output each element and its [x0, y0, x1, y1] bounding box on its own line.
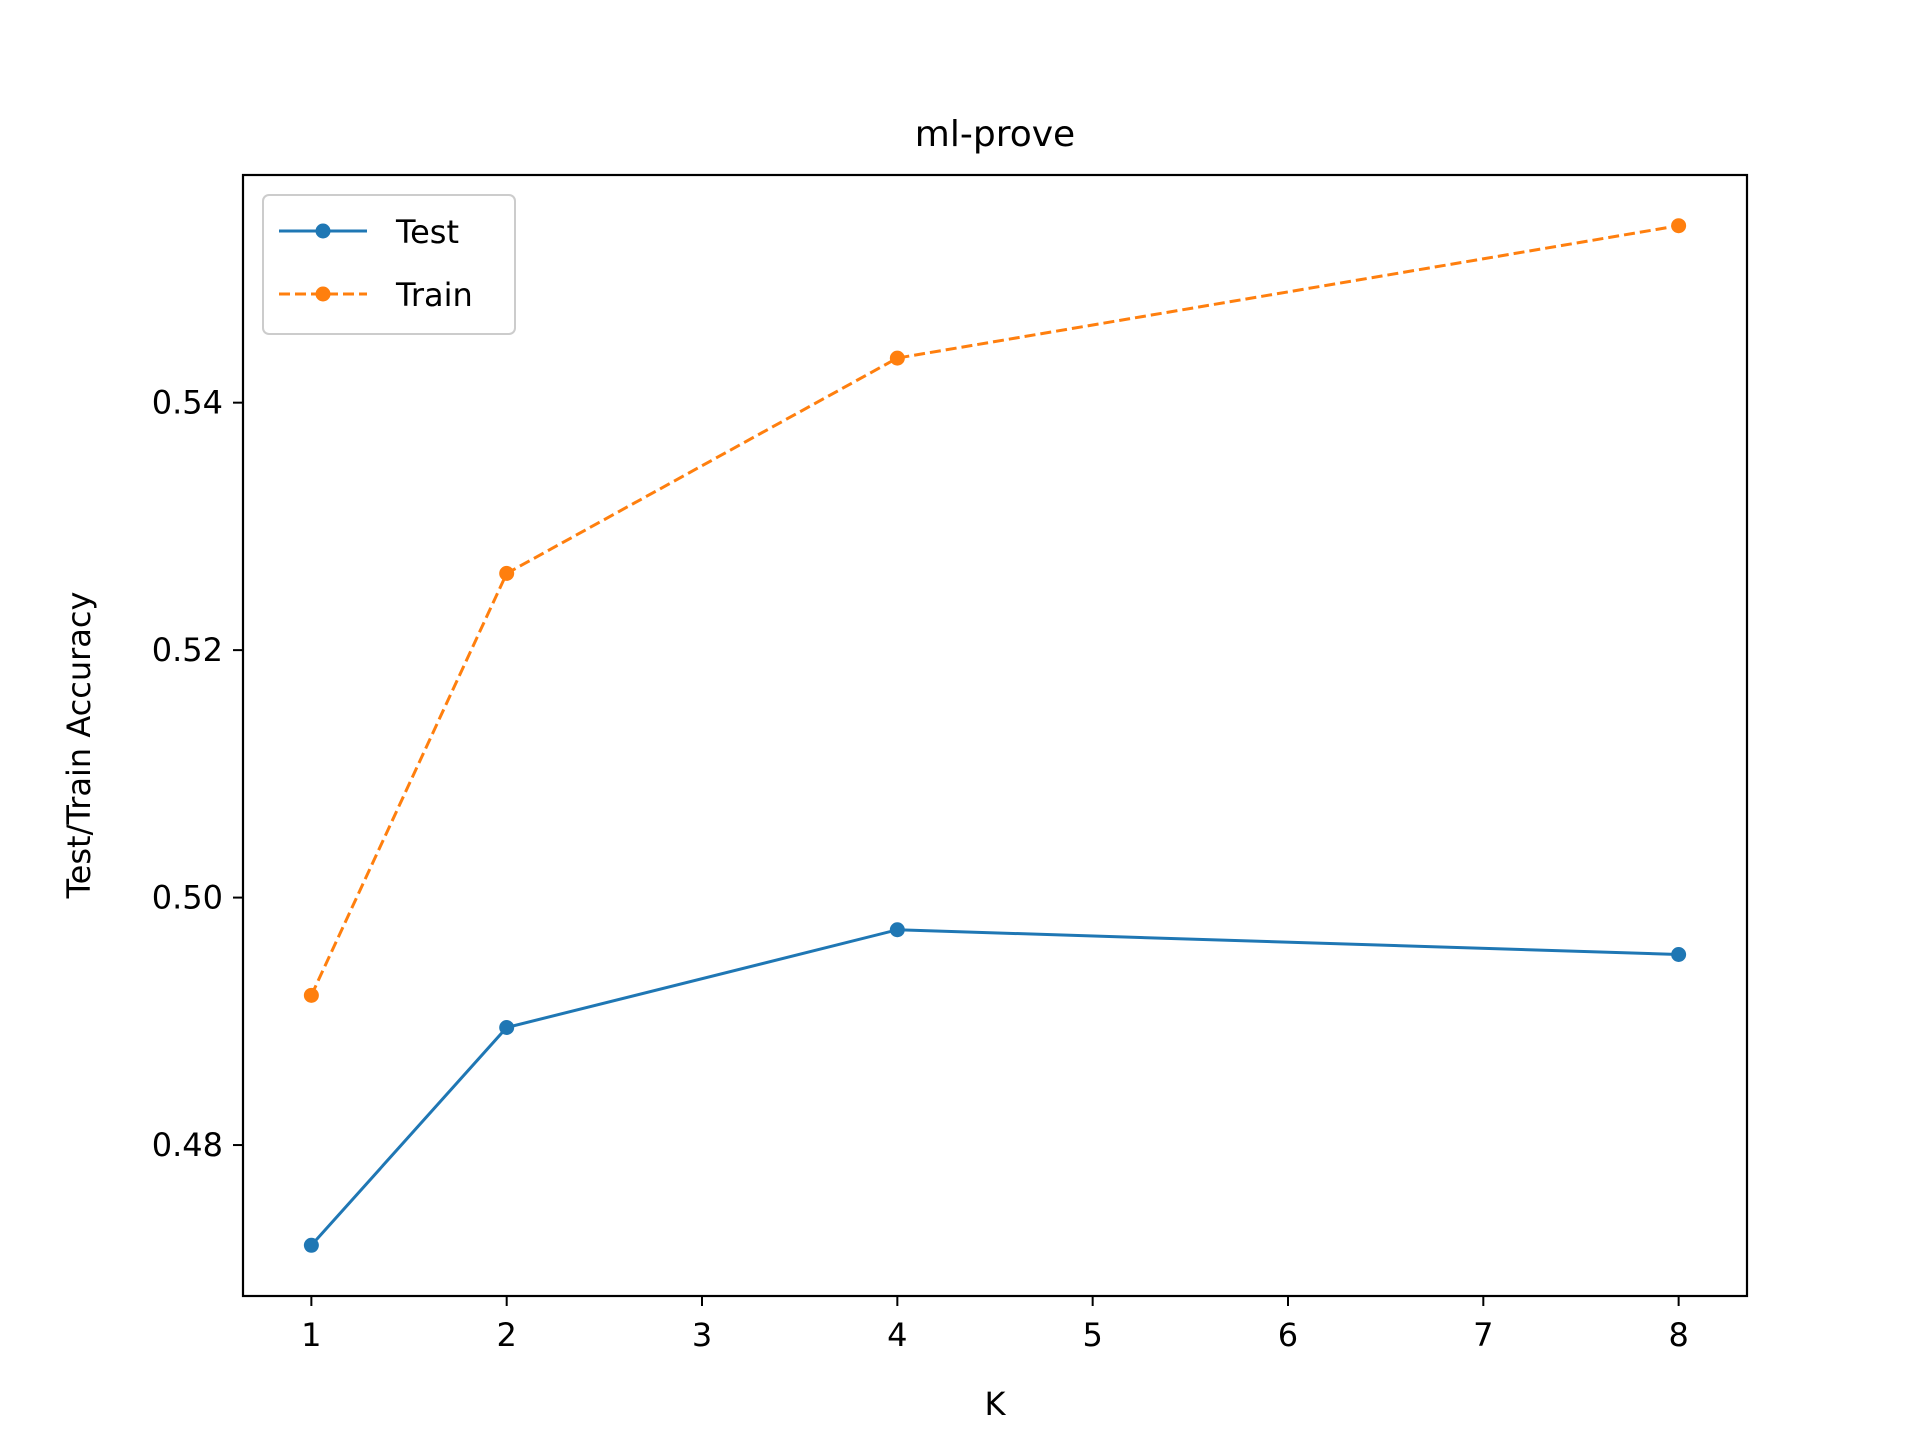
data-point-test [889, 922, 905, 938]
y-tick-label: 0.54 [152, 384, 223, 422]
data-point-train [303, 987, 319, 1003]
data-point-test [1671, 947, 1687, 963]
legend-label-test: Test [395, 213, 459, 251]
data-point-test [499, 1020, 515, 1036]
y-tick-label: 0.48 [152, 1126, 223, 1164]
chart-title: ml-prove [915, 114, 1075, 155]
x-tick-label: 5 [1082, 1316, 1102, 1354]
x-tick-label: 7 [1473, 1316, 1493, 1354]
y-tick-label: 0.52 [152, 631, 223, 669]
data-point-test [303, 1237, 319, 1253]
data-point-train [889, 350, 905, 366]
series-line-test [310, 928, 1679, 1247]
data-point-train [1671, 218, 1687, 234]
y-axis-label: Test/Train Accuracy [60, 592, 98, 900]
plot-area-frame [241, 173, 1749, 1298]
x-tick-label: 6 [1278, 1316, 1298, 1354]
series-line-train [310, 224, 1679, 996]
y-axis-ticks: 0.48 0.50 0.52 0.54 [152, 384, 243, 1164]
x-tick-label: 3 [692, 1316, 712, 1354]
x-axis-ticks: 1 2 3 4 5 6 7 8 [301, 1296, 1689, 1354]
legend-label-train: Train [395, 276, 473, 314]
y-tick-label: 0.50 [152, 879, 223, 917]
data-point-train [499, 565, 515, 581]
x-tick-label: 4 [887, 1316, 907, 1354]
series-layer [303, 218, 1687, 1253]
legend-marker-train [315, 286, 331, 302]
x-tick-label: 1 [301, 1316, 321, 1354]
x-axis-label: K [985, 1385, 1007, 1423]
legend-marker-test [315, 223, 331, 239]
legend: Test Train [262, 194, 516, 335]
x-tick-label: 2 [497, 1316, 517, 1354]
legend-box [262, 194, 516, 335]
x-tick-label: 8 [1668, 1316, 1688, 1354]
